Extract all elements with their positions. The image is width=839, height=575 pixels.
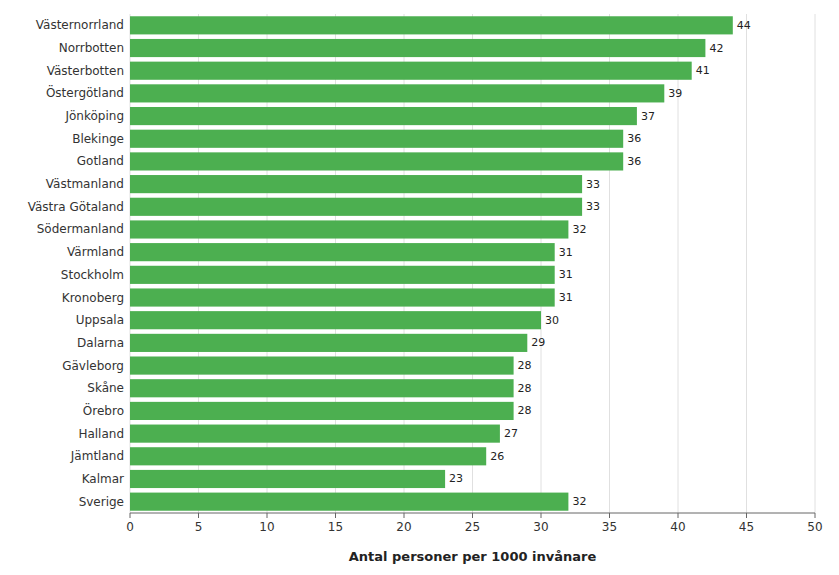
y-tick-label: Örebro [83, 402, 124, 418]
data-label: 39 [668, 87, 682, 100]
y-tick-label: Kalmar [82, 472, 124, 486]
bar [130, 470, 445, 488]
x-tick [472, 513, 473, 518]
x-tick [609, 513, 610, 518]
bar [130, 107, 637, 125]
data-labels: 3223262728282829303131313233333636373941… [449, 19, 751, 508]
data-label: 23 [449, 472, 463, 485]
data-label: 33 [586, 200, 600, 213]
data-label: 31 [559, 291, 573, 304]
bar [130, 152, 623, 170]
bar [130, 198, 582, 216]
x-tick [130, 513, 131, 518]
bar [130, 334, 527, 352]
bar [130, 84, 664, 102]
data-label: 36 [627, 155, 641, 168]
data-label: 32 [572, 223, 586, 236]
y-tick-label: Östergötland [46, 84, 124, 100]
bar [130, 379, 514, 397]
data-label: 31 [559, 268, 573, 281]
page: {"chart_data": {"type": "bar", "orientat… [0, 0, 839, 575]
bar [130, 243, 555, 261]
data-label: 28 [518, 359, 532, 372]
bar [130, 220, 568, 238]
bars [130, 16, 733, 510]
chart: 3223262728282829303131313233333636373941… [0, 0, 839, 575]
data-label: 28 [518, 382, 532, 395]
bar [130, 311, 541, 329]
x-axis-title: Antal personer per 1000 invånare [349, 549, 597, 564]
bar [130, 425, 500, 443]
data-label: 28 [518, 404, 532, 417]
x-tick-label: 15 [328, 520, 343, 534]
x-tick-label: 45 [739, 520, 754, 534]
y-axis: Sverige Kalmar Jämtland Halland Örebro Skåne G… [28, 18, 124, 508]
y-tick-label: Stockholm [61, 268, 124, 282]
x-tick-label: 10 [259, 520, 274, 534]
x-axis: 0 5 10 15 20 25 30 35 40 45 50 [126, 513, 822, 534]
bar [130, 175, 582, 193]
x-tick-label: 25 [465, 520, 480, 534]
x-tick [267, 513, 268, 518]
bar [130, 288, 555, 306]
x-tick-label: 30 [533, 520, 548, 534]
y-tick-label: Sverige [79, 495, 124, 509]
x-tick [746, 513, 747, 518]
x-tick [678, 513, 679, 518]
bar [130, 39, 705, 57]
y-tick-label: Jönköping [64, 109, 124, 123]
y-tick-label: Blekinge [72, 132, 124, 146]
x-tick-label: 5 [195, 520, 203, 534]
x-tick [541, 513, 542, 518]
y-tick-label: Jämtland [70, 449, 124, 463]
x-tick-label: 40 [670, 520, 685, 534]
data-label: 41 [696, 64, 710, 77]
data-label: 44 [737, 19, 751, 32]
grid-line [815, 14, 816, 513]
bar [130, 356, 514, 374]
bar [130, 493, 568, 511]
x-tick-label: 50 [807, 520, 822, 534]
x-tick [815, 513, 816, 518]
y-tick-label: Norrbotten [59, 41, 124, 55]
data-label: 29 [531, 336, 545, 349]
x-tick [404, 513, 405, 518]
data-label: 37 [641, 110, 655, 123]
x-tick-label: 20 [396, 520, 411, 534]
y-tick-label: Västra Götaland [28, 200, 124, 214]
y-tick-label: Västernorrland [36, 18, 124, 32]
x-tick [335, 513, 336, 518]
x-tick-label: 0 [126, 520, 134, 534]
data-label: 26 [490, 450, 504, 463]
grid-line [746, 14, 747, 513]
data-label: 30 [545, 314, 559, 327]
y-tick-label: Skåne [87, 381, 124, 395]
data-label: 31 [559, 246, 573, 259]
x-tick-label: 35 [602, 520, 617, 534]
data-label: 42 [709, 42, 723, 55]
bar [130, 266, 555, 284]
chart-container: 3223262728282829303131313233333636373941… [0, 0, 839, 575]
y-tick-label: Västerbotten [47, 64, 124, 78]
bar [130, 402, 514, 420]
bar [130, 447, 486, 465]
grid [130, 14, 815, 513]
bar [130, 130, 623, 148]
data-label: 36 [627, 132, 641, 145]
y-tick-label: Västmanland [46, 177, 124, 191]
bar [130, 16, 733, 34]
y-tick-label: Värmland [67, 245, 124, 259]
x-tick [198, 513, 199, 518]
y-tick-label: Dalarna [77, 336, 124, 350]
y-tick-label: Gotland [77, 154, 124, 168]
y-tick-label: Kronoberg [62, 291, 124, 305]
y-tick-label: Uppsala [76, 313, 124, 327]
y-tick-label: Södermanland [37, 222, 124, 236]
data-label: 32 [572, 495, 586, 508]
data-label: 27 [504, 427, 518, 440]
bar [130, 62, 692, 80]
y-tick-label: Halland [78, 427, 124, 441]
y-tick-label: Gävleborg [62, 359, 124, 373]
data-label: 33 [586, 178, 600, 191]
